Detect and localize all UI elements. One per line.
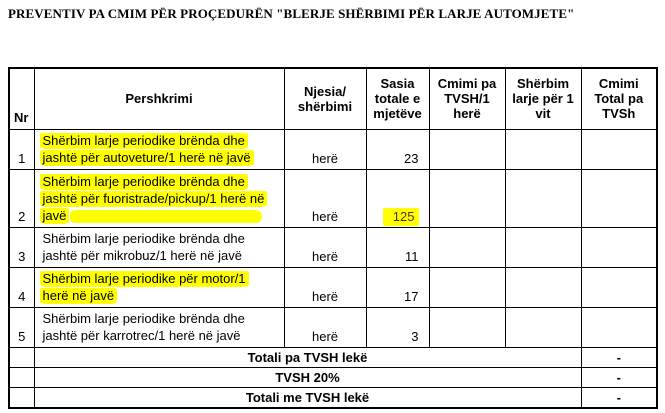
col-header-cmimi-total: Cmimi Total pa TVSh [580, 67, 658, 130]
col-header-sasia: Sasia totale e mjetëve [365, 67, 430, 130]
quantity-value: 23 [404, 150, 419, 166]
description-line: herë në javë [42, 287, 115, 303]
highlight-streak [70, 209, 263, 223]
description-line: Shërbim larje periodike brënda dhe [42, 173, 245, 189]
price-per-wash-cell [428, 306, 506, 348]
quantity-value: 17 [404, 288, 419, 304]
description-cell: Shërbim larje periodike brënda dhe jasht… [33, 306, 285, 348]
table-row: 3 Shërbim larje periodike brënda dhe jas… [8, 226, 658, 268]
col-header-cmimi-pa-tvsh: Cmimi pa TVSH/1 herë [428, 67, 506, 130]
unit-cell: herë [283, 128, 367, 170]
total-row-tvsh-20: TVSH 20% - [8, 366, 658, 388]
quantity-value: 125 [386, 207, 419, 226]
yearly-service-cell [504, 226, 582, 268]
total-label: TVSH 20% [33, 366, 582, 388]
price-per-wash-cell [428, 266, 506, 308]
empty-nr-cell [8, 346, 35, 368]
total-value: - [580, 346, 658, 368]
yearly-service-cell [504, 168, 582, 228]
total-label: Totali pa TVSH lekë [33, 346, 582, 368]
quantity-value: 11 [405, 248, 419, 264]
description-line: jashtë për mikrobuz/1 herë në javë [42, 247, 242, 263]
total-price-cell [580, 266, 658, 308]
total-price-cell [580, 168, 658, 228]
unit-cell: herë [283, 266, 367, 308]
preventiv-table: Nr Pershkrimi Njesia/ shërbimi Sasia tot… [8, 67, 658, 409]
price-per-wash-cell [428, 226, 506, 268]
empty-nr-cell [8, 366, 35, 388]
total-row-me-tvsh: Totali me TVSH lekë - [8, 386, 658, 408]
description-cell: Shërbim larje periodike brënda dhe jasht… [33, 168, 285, 228]
empty-nr-cell [8, 386, 35, 408]
row-number: 1 [8, 128, 35, 170]
col-header-nr: Nr [8, 67, 35, 130]
quantity-cell: 17 [365, 266, 430, 308]
table-header-row: Nr Pershkrimi Njesia/ shërbimi Sasia tot… [8, 67, 658, 130]
description-line: Shërbim larje periodike brënda dhe [42, 132, 245, 148]
quantity-cell: 125 [365, 168, 430, 228]
yearly-service-cell [504, 128, 582, 170]
table-row: 2 Shërbim larje periodike brënda dhe jas… [8, 168, 658, 228]
price-per-wash-cell [428, 128, 506, 170]
total-label: Totali me TVSH lekë [33, 386, 582, 408]
quantity-cell: 3 [365, 306, 430, 348]
description-cell: Shërbim larje periodike për motor/1 herë… [33, 266, 285, 308]
quantity-cell: 11 [365, 226, 430, 268]
table-row: 1 Shërbim larje periodike brënda dhe jas… [8, 128, 658, 170]
price-per-wash-cell [428, 168, 506, 228]
yearly-service-cell [504, 266, 582, 308]
unit-cell: herë [283, 168, 367, 228]
description-line: Shërbim larje periodike brënda dhe [42, 230, 245, 246]
unit-cell: herë [283, 306, 367, 348]
row-number: 4 [8, 266, 35, 308]
col-header-njesia: Njesia/ shërbimi [283, 67, 367, 130]
row-number: 2 [8, 168, 35, 228]
total-price-cell [580, 226, 658, 268]
description-line: jashtë për autoveture/1 herë në javë [42, 149, 251, 165]
quantity-value: 3 [411, 328, 419, 344]
row-number: 3 [8, 226, 35, 268]
description-line: jashtë për fuoristrade/pickup/1 herë në [42, 190, 265, 206]
description-line: Shërbim larje periodike për motor/1 [42, 270, 246, 286]
table-row: 5 Shërbim larje periodike brënda dhe jas… [8, 306, 658, 348]
description-cell: Shërbim larje periodike brënda dhe jasht… [33, 226, 285, 268]
col-header-sherbim-larje: Shërbim larje për 1 vit [504, 67, 582, 130]
total-value: - [580, 366, 658, 388]
description-line: javë [42, 207, 67, 223]
description-line: jashtë për karrotrec/1 herë në javë [42, 327, 241, 343]
col-header-pershkrimi: Pershkrimi [33, 67, 285, 130]
description-cell: Shërbim larje periodike brënda dhe jasht… [33, 128, 285, 170]
unit-cell: herë [283, 226, 367, 268]
page-title: PREVENTIV PA CMIM PËR PROÇEDURËN "BLERJE… [8, 6, 575, 21]
description-line: Shërbim larje periodike brënda dhe [42, 310, 245, 326]
row-number: 5 [8, 306, 35, 348]
yearly-service-cell [504, 306, 582, 348]
total-row-pa-tvsh: Totali pa TVSH lekë - [8, 346, 658, 368]
quantity-cell: 23 [365, 128, 430, 170]
total-price-cell [580, 128, 658, 170]
total-value: - [580, 386, 658, 408]
total-price-cell [580, 306, 658, 348]
table-row: 4 Shërbim larje periodike për motor/1 he… [8, 266, 658, 308]
